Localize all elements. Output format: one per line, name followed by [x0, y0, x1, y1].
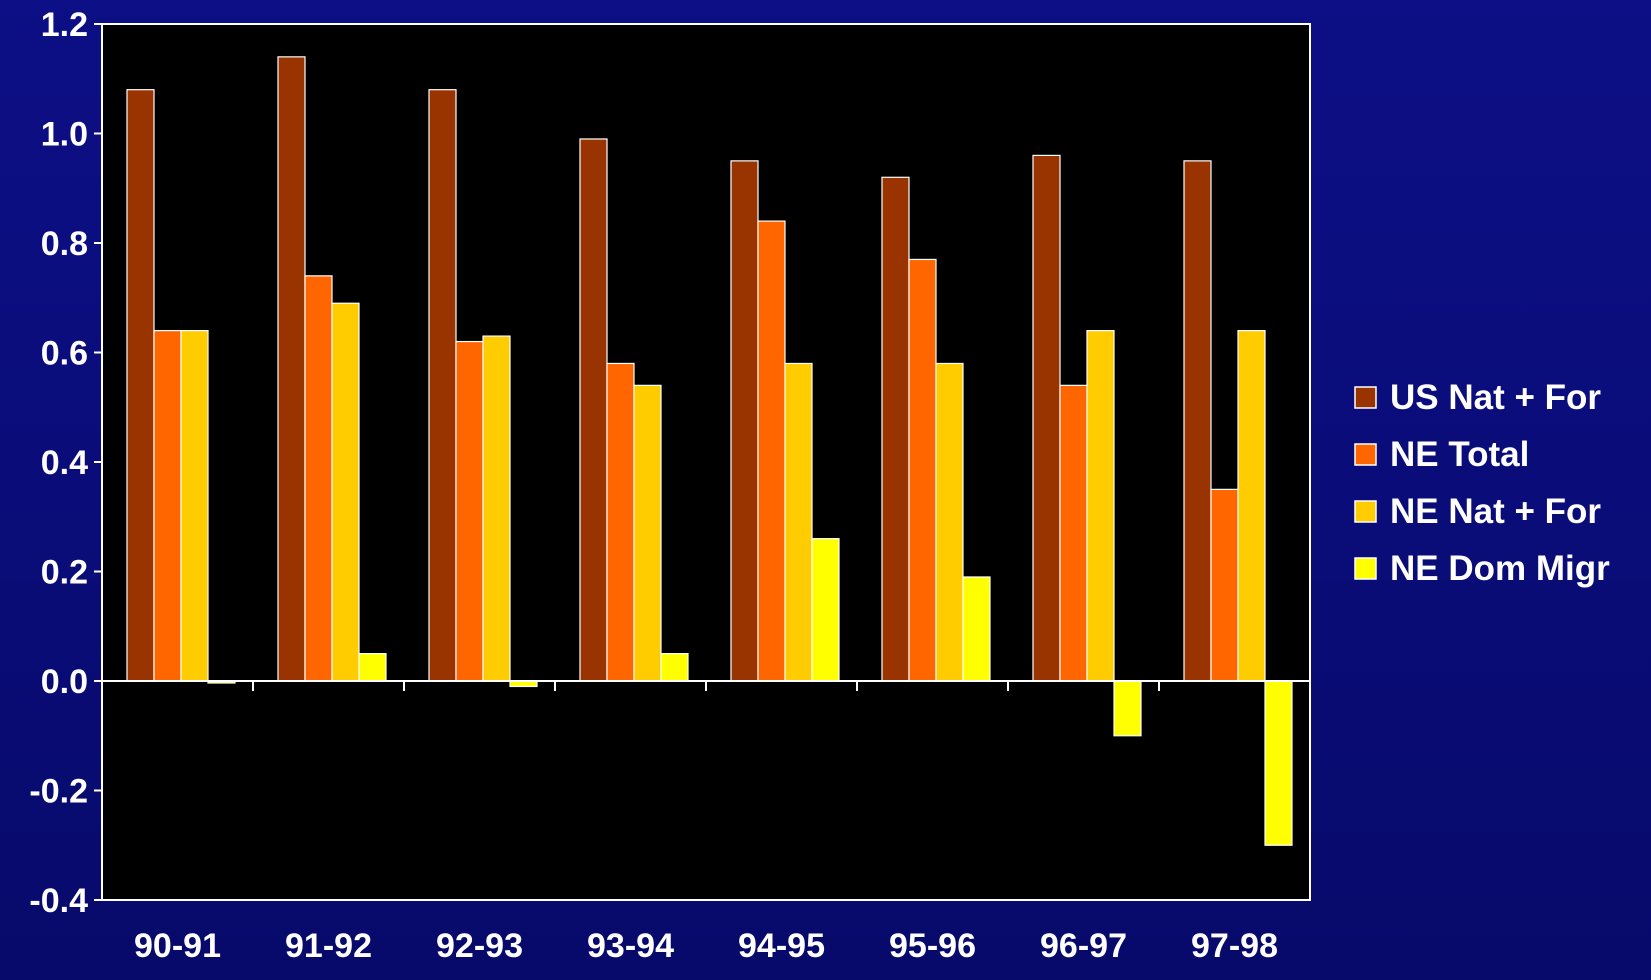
- bar-ne-total: [908, 258, 937, 682]
- bar-ne-nat-for: [1237, 330, 1266, 682]
- y-tick-label: 0.8: [41, 225, 88, 263]
- x-tick-label: 93-94: [587, 927, 674, 965]
- bar-ne-dom-migr: [358, 653, 387, 682]
- bar-ne-nat-for: [633, 384, 662, 682]
- bar-ne-total: [455, 340, 484, 682]
- bar-ne-total: [1059, 384, 1088, 682]
- bar-ne-nat-for: [935, 362, 964, 682]
- x-tick-label: 90-91: [134, 927, 221, 965]
- x-tick-label: 92-93: [436, 927, 523, 965]
- bar-ne-dom-migr: [962, 576, 991, 682]
- legend-swatch: [1354, 557, 1377, 580]
- bar-us-nat-for: [1183, 160, 1212, 682]
- y-tick-label: 0.2: [41, 554, 88, 592]
- y-tick-label: 1.2: [41, 6, 88, 44]
- bar-us-nat-for: [579, 138, 608, 682]
- bar-ne-total: [606, 362, 635, 682]
- bar-ne-dom-migr: [1113, 680, 1142, 737]
- y-tick-label: 1.0: [41, 116, 88, 154]
- bar-us-nat-for: [1032, 154, 1061, 682]
- bar-ne-total: [757, 220, 786, 682]
- y-tick-label: -0.2: [29, 773, 88, 811]
- legend-label: US Nat + For: [1390, 378, 1601, 417]
- legend-label: NE Nat + For: [1390, 492, 1601, 531]
- x-tick-label: 96-97: [1040, 927, 1127, 965]
- bar-ne-nat-for: [1086, 330, 1115, 682]
- bar-us-nat-for: [730, 160, 759, 682]
- bar-us-nat-for: [277, 56, 306, 682]
- x-tick-label: 94-95: [738, 927, 825, 965]
- bar-us-nat-for: [881, 176, 910, 682]
- y-tick-label: -0.4: [29, 882, 88, 920]
- bar-us-nat-for: [428, 89, 457, 682]
- legend-swatch: [1354, 443, 1377, 466]
- legend-swatch: [1354, 500, 1377, 523]
- y-axis: 1.2 1.0 0.8 0.6 0.4 0.2 0.0 -0.2 -0.4: [29, 6, 102, 920]
- bar-ne-dom-migr: [811, 538, 840, 682]
- y-tick-label: 0.6: [41, 335, 88, 373]
- bar-ne-nat-for: [180, 330, 209, 682]
- bar-ne-total: [1210, 488, 1239, 682]
- bar-ne-nat-for: [482, 335, 511, 682]
- x-tick-label: 91-92: [285, 927, 372, 965]
- y-tick-label: 0.4: [41, 444, 88, 482]
- x-axis: 90-91 91-92 92-93 93-94 94-95 95-96 96-97 97-98: [134, 681, 1278, 965]
- legend-swatch: [1354, 386, 1377, 409]
- bar-ne-dom-migr: [1264, 680, 1293, 846]
- legend: US Nat + For NE Total NE Nat + For NE Dom M…: [1354, 378, 1610, 588]
- x-tick-label: 97-98: [1191, 927, 1278, 965]
- y-tick-label: 0.0: [41, 663, 88, 701]
- bar-ne-nat-for: [331, 302, 360, 682]
- bar-ne-nat-for: [784, 362, 813, 682]
- legend-label: NE Dom Migr: [1390, 549, 1610, 588]
- bar-ne-total: [153, 330, 182, 682]
- bar-us-nat-for: [126, 89, 155, 682]
- x-tick-label: 95-96: [889, 927, 976, 965]
- bar-ne-total: [304, 275, 333, 682]
- legend-label: NE Total: [1390, 435, 1529, 474]
- bar-ne-dom-migr: [660, 653, 689, 682]
